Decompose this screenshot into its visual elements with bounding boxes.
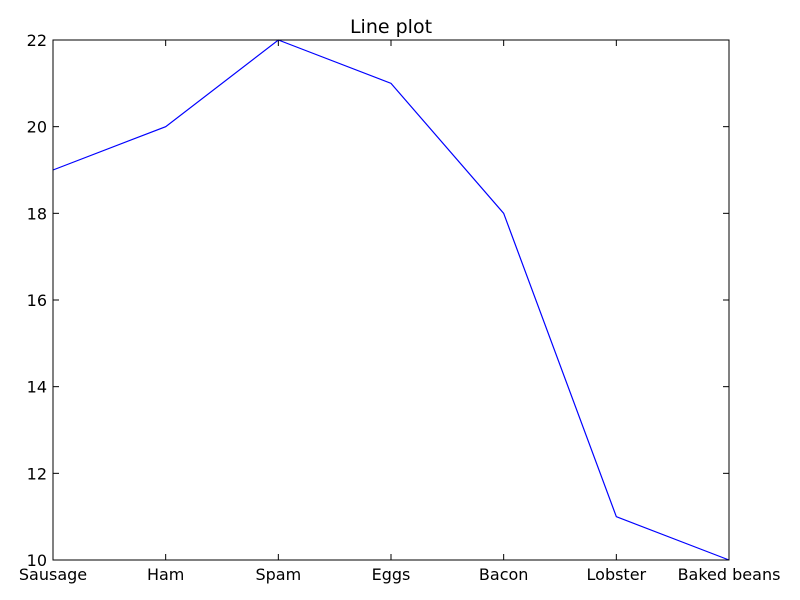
- x-tick-label: Sausage: [19, 565, 87, 584]
- x-tick-label: Spam: [255, 565, 301, 584]
- y-tick-label: 22: [27, 31, 47, 50]
- y-tick-label: 12: [27, 464, 47, 483]
- y-tick-label: 16: [27, 291, 47, 310]
- series-lines: [52, 39, 730, 561]
- x-tick-label: Baked beans: [678, 565, 781, 584]
- plot-area: [53, 40, 729, 560]
- y-tick-label: 18: [27, 204, 47, 223]
- x-tick-label: Ham: [147, 565, 184, 584]
- x-tick-label: Bacon: [479, 565, 529, 584]
- y-tick-label: 20: [27, 118, 47, 137]
- series-line: [52, 39, 730, 561]
- x-tick-label: Lobster: [587, 565, 647, 584]
- chart-title: Line plot: [350, 16, 432, 38]
- tick-labels: Sausage Ham Spam Eggs Bacon Lobster Baked bean…: [19, 31, 781, 584]
- x-tick-label: Eggs: [372, 565, 411, 584]
- plot-frame: [52, 39, 730, 561]
- y-tick-label: 14: [27, 378, 47, 397]
- y-tick-label: 10: [27, 551, 47, 570]
